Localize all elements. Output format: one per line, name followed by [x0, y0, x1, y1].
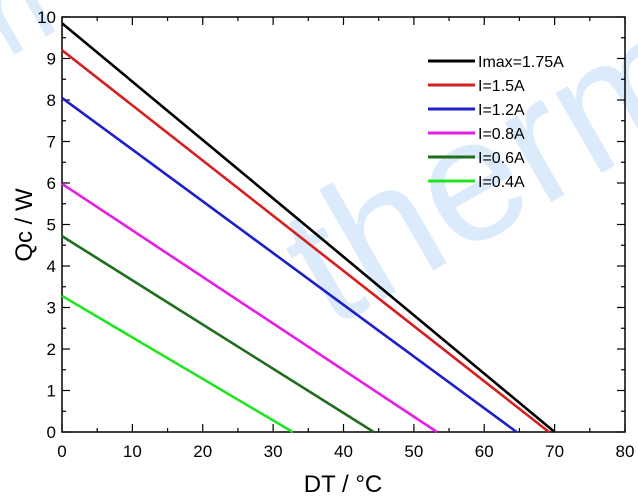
y-tick-label: 9 [47, 50, 56, 69]
legend-label-4: I=0.8A [478, 126, 525, 143]
axis-ticks [61, 16, 626, 433]
y-tick-label: 7 [47, 133, 56, 152]
y-tick-label: 5 [47, 216, 56, 235]
y-tick-label: 4 [47, 257, 56, 276]
x-tick-label: 30 [264, 442, 283, 461]
x-tick-label: 10 [123, 442, 142, 461]
x-tick-label: 0 [57, 442, 66, 461]
y-tick-label: 6 [47, 174, 56, 193]
series-line-2 [61, 49, 550, 434]
series-lines [61, 22, 556, 434]
series-line-5 [61, 234, 375, 434]
series-line-6 [61, 294, 294, 434]
y-tick-label: 0 [47, 423, 56, 442]
y-tick-label: 3 [47, 299, 56, 318]
legend-label-6: I=0.4A [478, 174, 525, 191]
legend-label-3: I=1.2A [478, 102, 525, 119]
series-line-3 [61, 96, 518, 434]
series-line-1 [61, 22, 556, 434]
y-tick-label: 1 [47, 382, 56, 401]
x-tick-label: 70 [545, 442, 564, 461]
x-tick-label: 20 [193, 442, 212, 461]
tick-labels: 0 10 20 30 40 50 60 70 80 0 1 2 3 4 5 6 7 8 9 10 [37, 8, 634, 461]
legend: Imax=1.75A I=1.5A I=1.2A I=0.8A I=0.6A I=0.4A [428, 54, 564, 191]
legend-label-5: I=0.6A [478, 150, 525, 167]
y-axis-label: Qc / W [11, 188, 38, 262]
legend-label-2: I=1.5A [478, 78, 525, 95]
x-tick-label: 60 [475, 442, 494, 461]
legend-label-1: Imax=1.75A [478, 54, 564, 71]
y-tick-label: 8 [47, 91, 56, 110]
x-axis-label: DT / °C [304, 471, 383, 498]
y-tick-label: 2 [47, 340, 56, 359]
x-tick-label: 40 [334, 442, 353, 461]
series-line-4 [61, 182, 438, 434]
x-tick-label: 80 [616, 442, 635, 461]
x-tick-label: 50 [404, 442, 423, 461]
y-tick-label: 10 [37, 8, 56, 27]
